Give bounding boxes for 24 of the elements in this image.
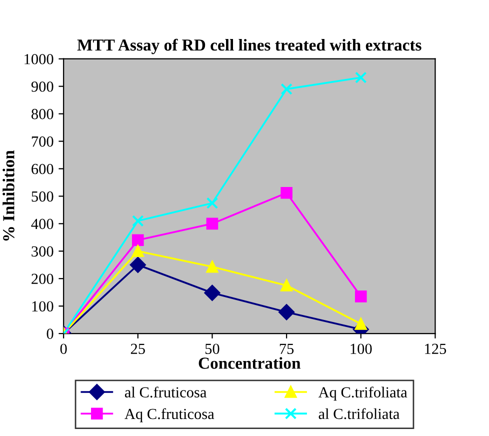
x-axis-title: Concentration xyxy=(198,357,301,369)
y-axis-title: % Inhibition xyxy=(2,150,14,241)
y-tick-label: 100 xyxy=(32,301,54,312)
y-tick-label: 200 xyxy=(32,274,54,284)
y-tick-label: 0 xyxy=(46,328,54,339)
legend-label: al C.trifoliata xyxy=(318,408,400,420)
legend-label: Aq C.trifoliata xyxy=(318,386,408,401)
chart-title: MTT Assay of RD cell lines treated with extracts xyxy=(77,38,422,54)
x-tick-label: 0 xyxy=(60,344,67,354)
legend-label: al C.fruticosa xyxy=(124,386,207,398)
y-tick-label: 400 xyxy=(31,218,54,230)
legend-label: Aq C.fruticosa xyxy=(124,408,214,422)
y-tick-label: 600 xyxy=(32,164,54,174)
y-tick-label: 800 xyxy=(32,108,54,120)
x-tick-label: 75 xyxy=(280,344,294,354)
y-tick-label: 500 xyxy=(32,191,54,202)
x-tick-label: 25 xyxy=(130,344,145,354)
x-tick-label: 100 xyxy=(350,344,372,354)
x-tick-label: 125 xyxy=(425,344,446,354)
y-tick-label: 300 xyxy=(32,246,54,257)
x-tick-label: 50 xyxy=(205,344,220,354)
y-tick-label: 700 xyxy=(32,136,54,147)
y-tick-label: 1000 xyxy=(24,54,54,64)
y-tick-label: 900 xyxy=(31,81,54,92)
